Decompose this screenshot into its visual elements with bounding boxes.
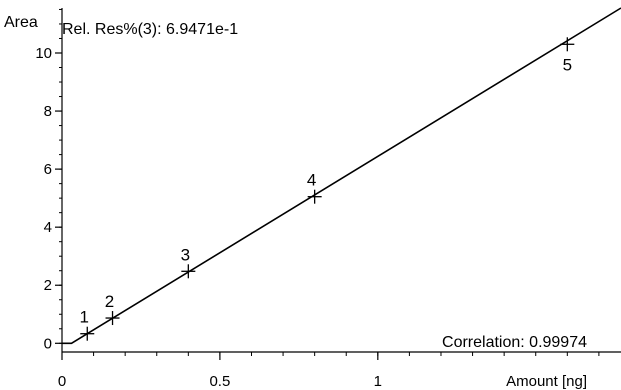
- fit-line: [62, 7, 621, 345]
- rel-res-text: Rel. Res%(3): 6.9471e-1: [62, 21, 238, 38]
- y-tick-label: 8: [44, 103, 52, 120]
- data-point: 1: [80, 308, 95, 341]
- y-axis-label: Area: [4, 14, 38, 31]
- y-tick-label: 6: [44, 161, 52, 178]
- x-tick-label: 1: [374, 373, 382, 390]
- data-point-label: 4: [307, 171, 316, 190]
- y-tick-label: 0: [44, 335, 52, 352]
- data-point-label: 1: [80, 308, 89, 327]
- data-point: 2: [105, 292, 120, 326]
- correlation-text: Correlation: 0.99974: [442, 334, 587, 351]
- data-point: 3: [181, 245, 196, 279]
- data-point-label: 5: [563, 55, 572, 74]
- data-point-label: 2: [105, 292, 114, 311]
- x-tick-label: 0: [58, 373, 66, 390]
- x-axis-label: Amount [ng]: [506, 373, 587, 390]
- data-point: 4: [307, 171, 322, 204]
- x-tick-label: 0.5: [209, 373, 230, 390]
- data-point: 5: [560, 37, 575, 74]
- ticks: 0 2 4 6 8 10 0 0.5 1: [35, 8, 600, 390]
- y-tick-label: 10: [35, 45, 52, 62]
- y-tick-label: 4: [44, 219, 52, 236]
- y-tick-label: 2: [44, 277, 52, 294]
- data-point-label: 3: [181, 245, 190, 264]
- axes: [61, 8, 621, 353]
- data-markers: 12 3 4 5: [80, 37, 575, 341]
